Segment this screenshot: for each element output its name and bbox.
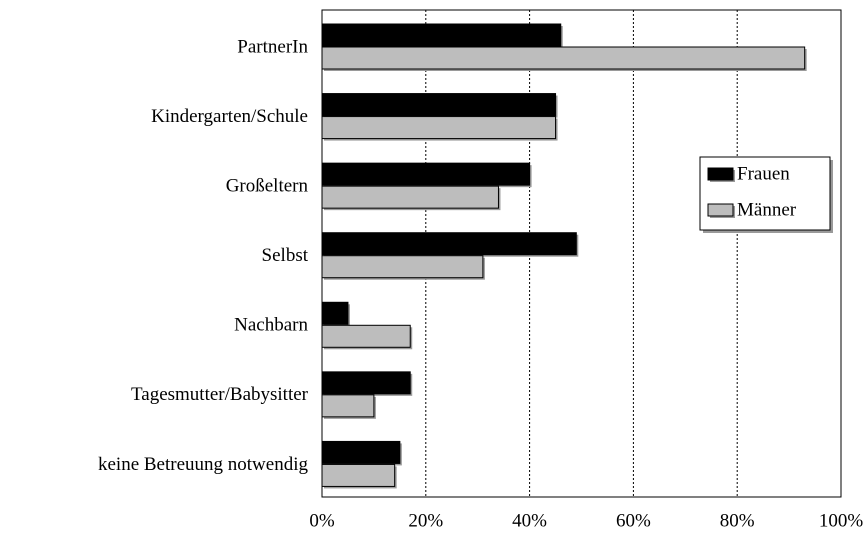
bar: [321, 324, 411, 348]
y-tick-label: Nachbarn: [234, 315, 308, 336]
y-tick-label: keine Betreuung notwendig: [98, 454, 309, 475]
y-tick-label: PartnerIn: [237, 36, 308, 57]
legend-swatch: [707, 203, 734, 217]
legend-swatch: [707, 167, 734, 181]
bar: [321, 46, 806, 70]
bar: [321, 23, 562, 47]
x-tick-label: 0%: [309, 510, 335, 531]
y-tick-label: Kindergarten/Schule: [151, 106, 308, 127]
bar: [321, 93, 557, 117]
bar: [321, 232, 577, 256]
x-tick-label: 100%: [819, 510, 864, 531]
bar: [321, 162, 531, 186]
bar: [321, 301, 349, 325]
y-tick-label: Großeltern: [226, 176, 309, 197]
legend-label: Männer: [737, 199, 797, 220]
y-tick-label: Selbst: [262, 245, 309, 266]
bar: [321, 116, 557, 140]
bar: [321, 255, 484, 279]
legend-label: Frauen: [737, 163, 790, 184]
x-tick-label: 20%: [408, 510, 443, 531]
bar: [321, 185, 499, 209]
x-tick-label: 80%: [720, 510, 755, 531]
x-tick-label: 40%: [512, 510, 547, 531]
bar: [321, 394, 375, 418]
x-tick-label: 60%: [616, 510, 651, 531]
y-tick-label: Tagesmutter/Babysitter: [131, 384, 309, 405]
bar: [321, 371, 411, 395]
bar: [321, 463, 396, 487]
bar: [321, 440, 401, 464]
